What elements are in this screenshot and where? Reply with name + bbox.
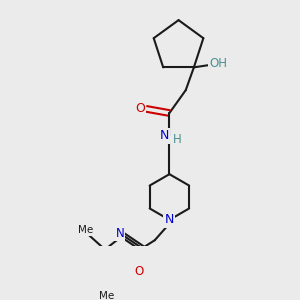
Text: H: H — [173, 134, 182, 146]
Text: N: N — [165, 213, 174, 226]
Text: N: N — [116, 227, 124, 240]
Text: OH: OH — [209, 57, 227, 70]
Text: O: O — [135, 102, 145, 115]
Text: Me: Me — [99, 291, 114, 300]
Text: O: O — [134, 266, 144, 278]
Text: N: N — [160, 129, 169, 142]
Text: Me: Me — [78, 225, 93, 235]
